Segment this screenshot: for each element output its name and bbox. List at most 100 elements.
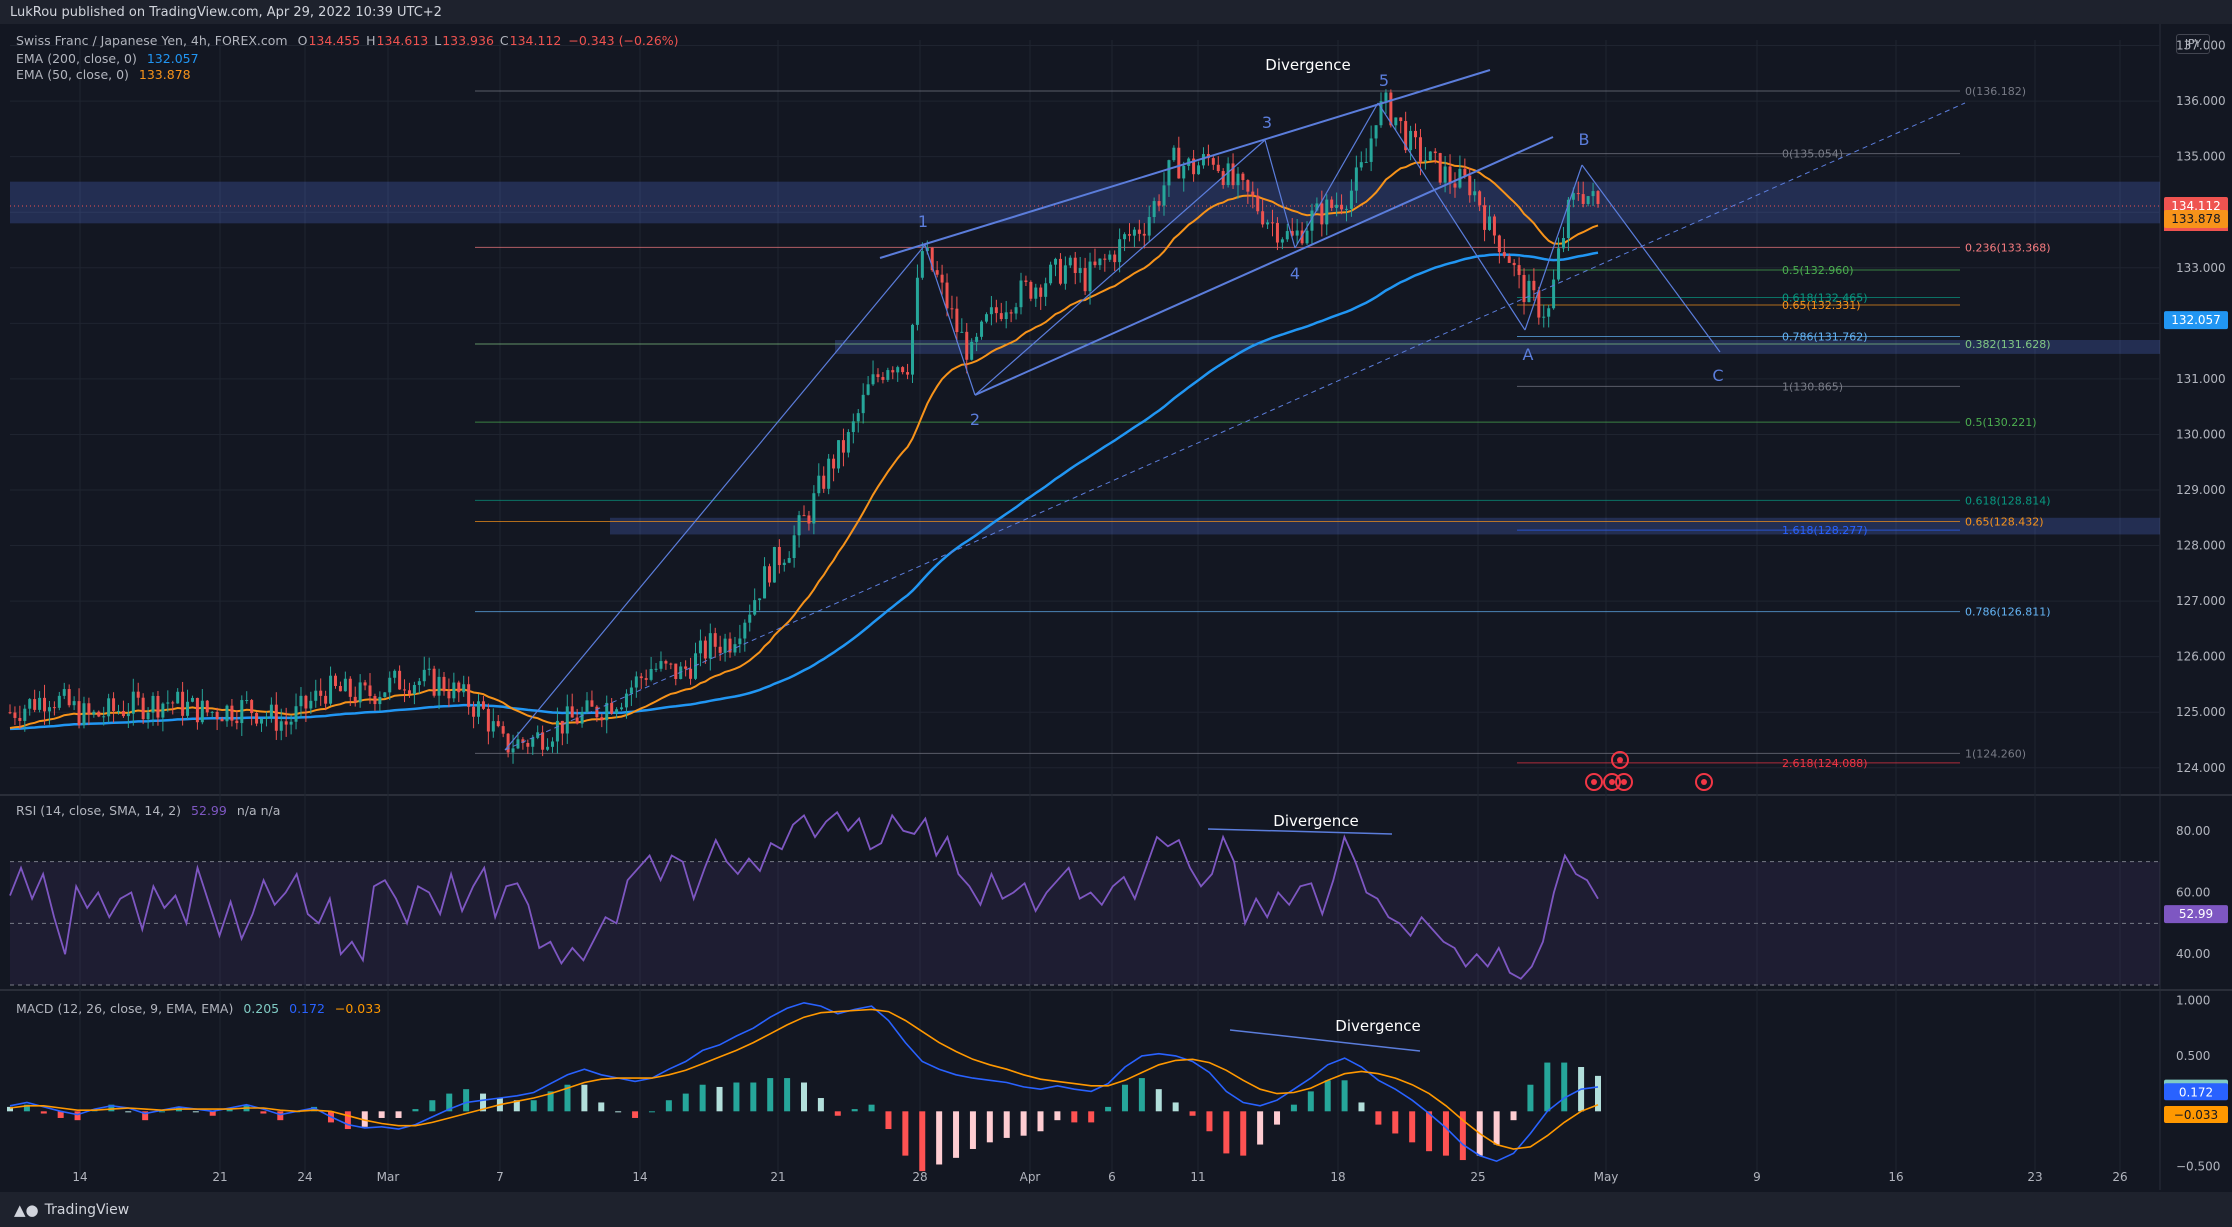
footer-brand: TradingView bbox=[44, 1201, 130, 1218]
upper-trendline bbox=[879, 69, 1491, 259]
ema200-badge: 132.057 bbox=[2171, 313, 2221, 327]
macd-histogram-bar bbox=[1240, 1111, 1247, 1156]
price-tick-label: 137.000 bbox=[2176, 39, 2226, 53]
candle-body bbox=[220, 719, 224, 722]
ohlc-value: 133.936 bbox=[442, 33, 494, 48]
candle-body bbox=[432, 668, 436, 696]
rsi-na: n/a n/a bbox=[236, 803, 281, 818]
event-marker-icon bbox=[1611, 751, 1629, 769]
ohlc-key: C bbox=[499, 33, 509, 48]
candle-body bbox=[837, 440, 841, 469]
candle-body bbox=[1453, 183, 1457, 188]
macd-tick-label: 0.500 bbox=[2176, 1049, 2210, 1063]
candle-body bbox=[1414, 130, 1418, 138]
candle-body bbox=[28, 699, 32, 709]
ema200-legend: EMA (200, close, 0) 132.057 bbox=[16, 51, 199, 66]
candle-body bbox=[1561, 238, 1565, 249]
candle-body bbox=[871, 374, 875, 385]
macd-histogram-bar bbox=[1561, 1062, 1568, 1112]
macd-histogram-bar bbox=[868, 1104, 875, 1112]
time-tick-label: 21 bbox=[212, 1170, 227, 1184]
candle-body bbox=[620, 707, 624, 710]
candle-body bbox=[284, 721, 288, 725]
time-tick-label: 24 bbox=[297, 1170, 312, 1184]
macd-divergence-line bbox=[1229, 1029, 1421, 1052]
wave-c-leg bbox=[1581, 164, 1721, 353]
event-marker-icon bbox=[1585, 773, 1603, 791]
ema50-label: EMA (50, close, 0) bbox=[16, 67, 129, 82]
fib-level-label: 0.786(126.811) bbox=[1965, 606, 2051, 619]
event-marker-dot bbox=[1609, 779, 1615, 785]
price-tick-label: 135.000 bbox=[2176, 150, 2226, 164]
candle-body bbox=[624, 693, 628, 708]
candle-body bbox=[896, 367, 900, 373]
candle-body bbox=[1014, 307, 1018, 314]
ohlc-values: O134.455 H134.613 L133.936 C134.112 −0.343 (… bbox=[292, 33, 679, 48]
candle-body bbox=[1275, 222, 1279, 243]
candle-body bbox=[1394, 117, 1398, 126]
candle-body bbox=[245, 700, 249, 702]
macd-histogram-bar bbox=[1442, 1111, 1449, 1156]
time-axis[interactable]: 14 21 24 Mar 7 14 21 28 Apr 6 11 18 25 May 9 16 23 26 bbox=[72, 1170, 2127, 1184]
price-axis[interactable]: 137.000136.000135.000134.000133.000132.0… bbox=[2164, 39, 2228, 1174]
candle-body bbox=[230, 705, 234, 721]
candle-body bbox=[866, 384, 870, 395]
candle-body bbox=[477, 701, 481, 717]
macd-histogram-bar bbox=[412, 1109, 419, 1112]
fib-ext-label: 0.786(131.762) bbox=[1782, 331, 1868, 344]
candle-body bbox=[1473, 191, 1477, 196]
candle-body bbox=[718, 646, 722, 653]
wave-label-1: 1 bbox=[918, 212, 928, 231]
ema-lines bbox=[9, 160, 1599, 731]
fib-level-label: 0(136.182) bbox=[1965, 85, 2026, 98]
candle-body bbox=[1004, 312, 1008, 320]
signal-line bbox=[9, 1008, 1599, 1150]
candle-body bbox=[703, 640, 707, 659]
currency-badge[interactable]: JPY bbox=[2176, 34, 2210, 54]
macd-histogram-bar bbox=[344, 1111, 351, 1130]
rsi-line bbox=[9, 810, 1599, 980]
time-tick-label: 25 bbox=[1470, 1170, 1485, 1184]
candle-body bbox=[531, 737, 535, 747]
macd-histogram-bar bbox=[1088, 1111, 1095, 1123]
candle-body bbox=[920, 251, 924, 278]
candle-body bbox=[18, 717, 22, 721]
candle-body bbox=[33, 699, 37, 710]
macd-histogram-bar bbox=[615, 1111, 622, 1113]
footer-bar: ▲● TradingView bbox=[0, 1192, 2232, 1227]
candle-body bbox=[427, 668, 431, 670]
candle-body bbox=[679, 666, 683, 680]
candle-body bbox=[403, 689, 407, 691]
candle-body bbox=[654, 668, 658, 670]
candle-body bbox=[1201, 154, 1205, 166]
macd-histogram-bar bbox=[564, 1084, 571, 1112]
candle-body bbox=[975, 336, 979, 342]
candle-body bbox=[506, 733, 510, 753]
candle-body bbox=[758, 598, 762, 601]
macd-histogram-bar bbox=[159, 1111, 166, 1113]
candle-body bbox=[989, 307, 993, 315]
macd-histogram-bar bbox=[953, 1111, 960, 1158]
macd-histogram-bar bbox=[936, 1111, 943, 1165]
candle-body bbox=[136, 691, 140, 698]
macd-histogram-bar bbox=[1189, 1111, 1196, 1116]
candle-body bbox=[195, 697, 199, 723]
candle-body bbox=[713, 633, 717, 647]
rsi-tick-label: 60.00 bbox=[2176, 886, 2210, 900]
candle-body bbox=[955, 308, 959, 333]
candle-body bbox=[822, 475, 826, 489]
candle-body bbox=[1502, 252, 1506, 257]
candle-body bbox=[1384, 92, 1388, 102]
candle-body bbox=[1019, 280, 1023, 308]
candle-body bbox=[210, 711, 214, 713]
candle-body bbox=[1512, 262, 1516, 266]
event-marker-dot bbox=[1701, 779, 1707, 785]
candle-body bbox=[1049, 264, 1053, 284]
candle-body bbox=[1399, 117, 1403, 122]
candle-body bbox=[1231, 163, 1235, 186]
candle-body bbox=[1369, 138, 1373, 162]
candle-body bbox=[378, 696, 382, 705]
candle-body bbox=[1108, 254, 1112, 260]
candle-body bbox=[43, 697, 47, 712]
